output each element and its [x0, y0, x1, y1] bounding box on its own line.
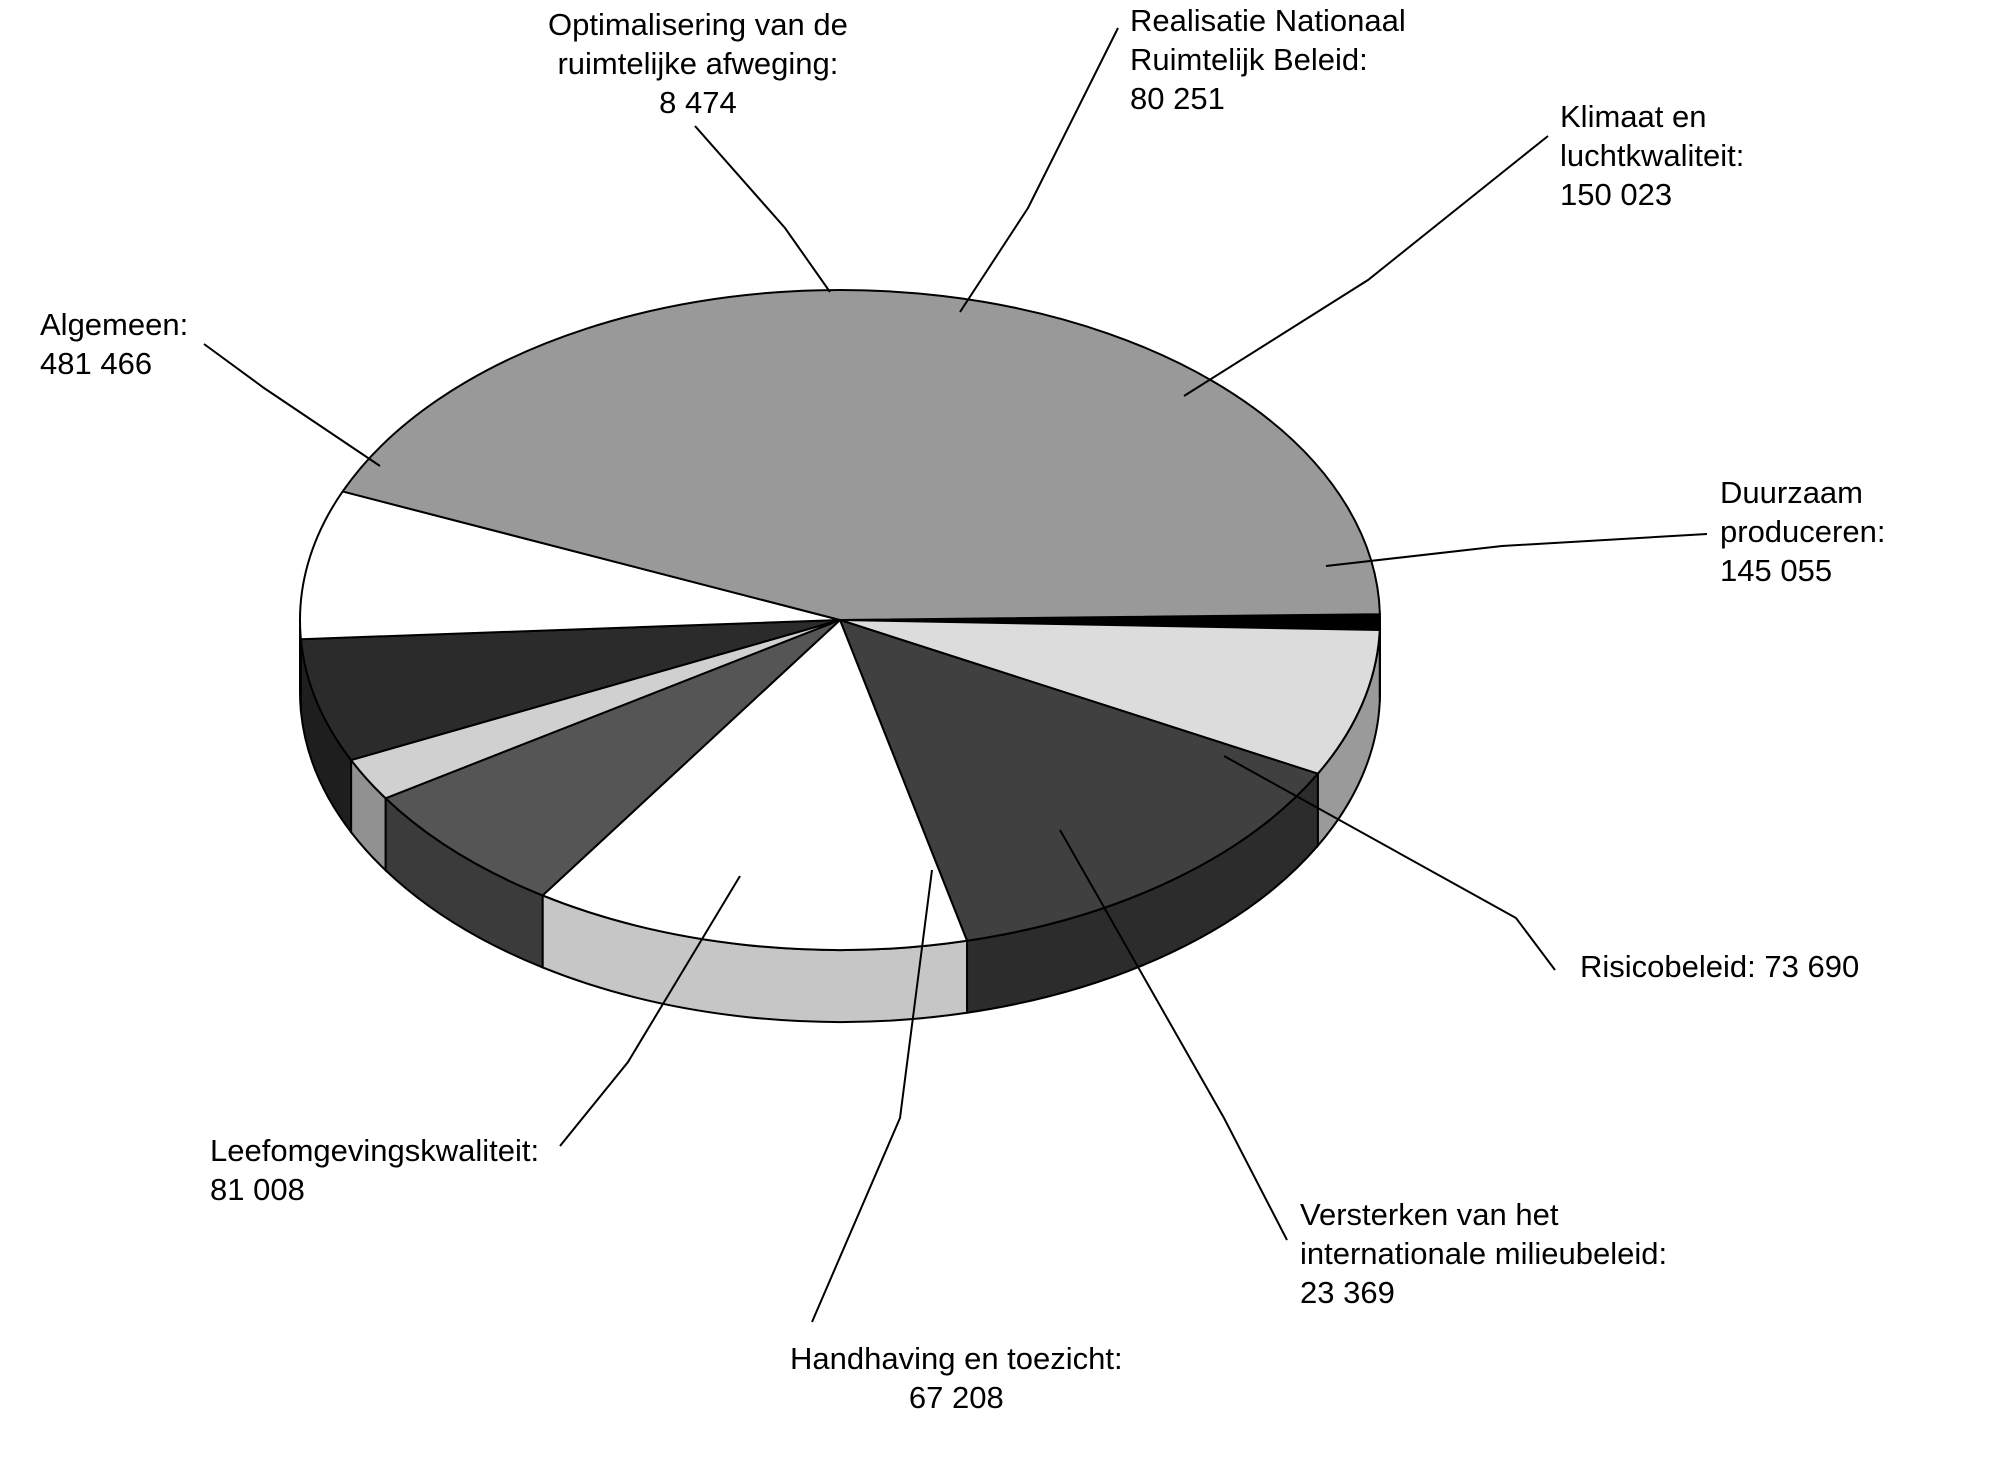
slice-label: Optimalisering van de ruimtelijke afwegi… [548, 6, 848, 122]
pie-top [300, 290, 1380, 950]
slice-label: Handhaving en toezicht: 67 208 [790, 1340, 1123, 1418]
leader-line [1184, 136, 1548, 396]
slice-label: Versterken van het internationale milieu… [1300, 1196, 1667, 1312]
leader-line [960, 28, 1118, 312]
slice-label: Klimaat en luchtkwaliteit: 150 023 [1560, 98, 1744, 214]
leader-line [1326, 534, 1707, 566]
pie-chart-svg [0, 0, 2008, 1460]
slice-label: Risicobeleid: 73 690 [1580, 948, 1859, 987]
slice-label: Duurzaam produceren: 145 055 [1720, 474, 1885, 590]
slice-label: Realisatie Nationaal Ruimtelijk Beleid: … [1130, 2, 1406, 118]
leader-line [695, 126, 830, 292]
slice-label: Algemeen: 481 466 [40, 306, 188, 384]
leader-line [204, 344, 380, 466]
slice-label: Leefomgevingskwaliteit: 81 008 [210, 1132, 539, 1210]
pie-chart-container: Optimalisering van de ruimtelijke afwegi… [0, 0, 2008, 1460]
